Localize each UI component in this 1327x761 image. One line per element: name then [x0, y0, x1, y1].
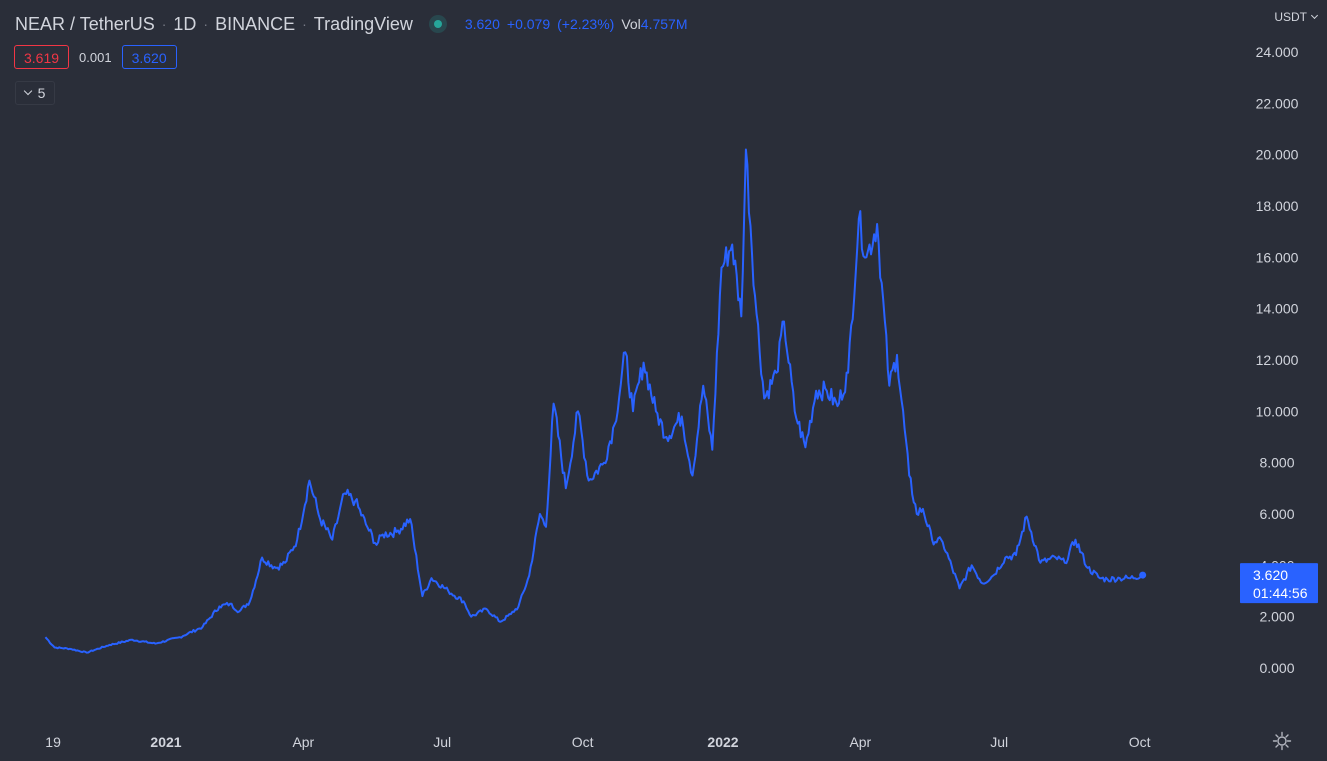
currency-selector[interactable]: USDT: [1274, 10, 1319, 24]
y-tick-label: 12.000: [1256, 352, 1299, 368]
time-axis[interactable]: 19 2021 Apr Jul Oct 2022 Apr Jul Oct: [45, 734, 1150, 750]
separator-dot: ·: [302, 16, 307, 32]
chevron-down-icon: [1310, 11, 1319, 20]
x-tick-label: Jul: [990, 734, 1008, 750]
platform-label: TradingView: [313, 13, 413, 34]
indicators-count: 5: [37, 85, 46, 101]
series-layer: [44, 148, 1147, 654]
last-price-badge: [1240, 563, 1318, 604]
buy-button[interactable]: 3.620: [121, 45, 177, 69]
bar-countdown: 01:44:56: [1253, 585, 1308, 601]
x-tick-label: Oct: [572, 734, 594, 750]
y-tick-label: 14.000: [1256, 301, 1299, 317]
price-change: +0.079: [506, 16, 551, 32]
price-axis[interactable]: 0.0002.0004.0006.0008.00010.00012.00014.…: [1256, 44, 1299, 676]
x-tick-label: 2022: [707, 734, 738, 750]
last-price-label: 3.620: [1253, 567, 1288, 583]
separator-dot: ·: [161, 16, 167, 32]
y-tick-label: 6.000: [1259, 506, 1294, 522]
price-change-percent: (+2.23%): [557, 16, 615, 32]
last-point: [1139, 571, 1147, 579]
indicators-toggle[interactable]: 5: [15, 81, 55, 105]
exchange-label: BINANCE: [215, 13, 296, 34]
x-tick-label: Apr: [292, 734, 314, 750]
last-price-value: 3.620: [464, 16, 500, 32]
market-status-icon[interactable]: [428, 15, 447, 33]
x-tick-label: Jul: [433, 734, 451, 750]
separator-dot: ·: [203, 16, 209, 32]
spread-value: 0.001: [79, 49, 112, 65]
last-price-marker: 3.620 01:44:56: [1240, 563, 1318, 604]
x-tick-label: Oct: [1129, 734, 1151, 750]
y-tick-label: 18.000: [1256, 198, 1299, 214]
quote-boxes: 3.619 0.001 3.620: [14, 45, 177, 69]
price-line: [44, 148, 1144, 654]
y-tick-label: 20.000: [1256, 147, 1299, 163]
symbol-title[interactable]: NEAR / TetherUS: [15, 13, 155, 34]
symbol-header: NEAR / TetherUS · 1D · BINANCE · Trading…: [15, 12, 687, 36]
y-tick-label: 0.000: [1259, 660, 1294, 676]
x-tick-label: Apr: [849, 734, 871, 750]
y-tick-label: 2.000: [1259, 609, 1294, 625]
interval-label[interactable]: 1D: [173, 13, 197, 34]
y-tick-label: 24.000: [1256, 44, 1299, 60]
y-tick-label: 16.000: [1256, 249, 1299, 265]
y-tick-label: 10.000: [1256, 403, 1299, 419]
x-tick-label: 2021: [150, 734, 181, 750]
volume-label: Vol: [621, 16, 641, 32]
chevron-down-icon: [23, 86, 32, 96]
volume-value: 4.757M: [640, 16, 688, 32]
y-tick-label: 22.000: [1256, 95, 1299, 111]
x-tick-label: 19: [45, 734, 61, 750]
y-tick-label: 8.000: [1259, 455, 1294, 471]
sell-button[interactable]: 3.619: [14, 45, 70, 69]
gear-icon[interactable]: [1272, 731, 1292, 751]
currency-label: USDT: [1274, 10, 1307, 24]
